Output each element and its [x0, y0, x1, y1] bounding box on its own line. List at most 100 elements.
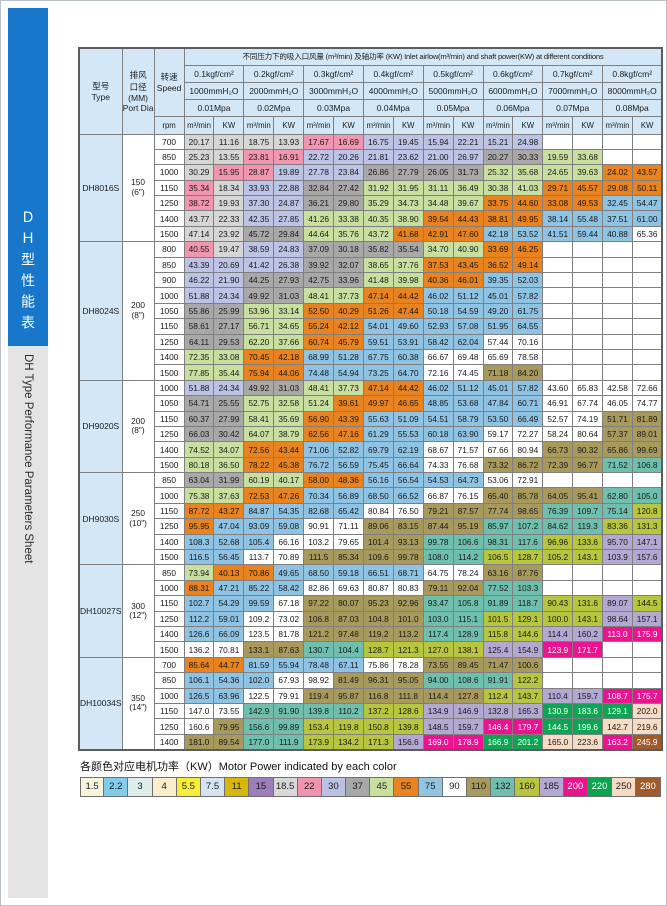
- data-cell: 40.35: [362, 210, 394, 227]
- data-cell: 64.07: [243, 425, 275, 443]
- data-cell: 65.83: [572, 379, 604, 397]
- data-cell: 58.42: [422, 333, 454, 350]
- data-cell: [631, 302, 663, 320]
- data-cell: 136.2: [183, 641, 215, 658]
- data-cell: 20.27: [482, 148, 514, 166]
- data-cell: 65.86: [602, 441, 633, 458]
- mpa-header: 0.01Mpa: [183, 98, 245, 117]
- data-cell: 122.2: [512, 672, 544, 689]
- data-cell: 53.91: [392, 333, 424, 350]
- data-cell: [542, 579, 574, 597]
- data-cell: 45.01: [482, 379, 514, 397]
- table-row: 1250 38.72 19.93 37.30 24.87 36.21 29.80 35.29 3…: [79, 195, 663, 212]
- data-cell: 87.57: [452, 502, 484, 520]
- data-cell: 132.8: [482, 702, 514, 720]
- data-cell: [572, 256, 604, 274]
- data-cell: 81.78: [273, 625, 305, 643]
- data-cell: 95.87: [333, 687, 364, 704]
- data-cell: 36.52: [482, 256, 514, 274]
- unit-kw-header: KW: [572, 115, 604, 135]
- data-cell: 122.5: [243, 687, 275, 704]
- data-cell: 160.2: [572, 625, 604, 643]
- data-cell: 65.40: [482, 487, 514, 504]
- data-cell: [542, 302, 574, 320]
- data-cell: [572, 241, 604, 258]
- data-cell: 24.34: [213, 379, 245, 397]
- data-cell: 106.5: [482, 549, 514, 566]
- data-cell: 85.97: [482, 518, 514, 535]
- data-cell: 54.94: [333, 364, 364, 381]
- data-cell: 98.31: [482, 533, 514, 551]
- data-cell: 53.06: [482, 472, 514, 489]
- data-cell: 103.9: [602, 549, 633, 566]
- data-cell: 102.7: [183, 595, 215, 612]
- data-cell: 87.72: [183, 502, 215, 520]
- data-cell: 42.58: [602, 379, 633, 397]
- data-cell: 75.14: [602, 502, 633, 520]
- data-cell: 83.15: [392, 518, 424, 535]
- data-cell: 49.92: [243, 287, 275, 304]
- data-cell: 56.90: [303, 410, 335, 427]
- data-cell: 41.48: [362, 272, 394, 289]
- data-cell: 16.91: [273, 148, 305, 166]
- data-cell: 41.51: [542, 225, 574, 243]
- data-cell: 42.12: [333, 318, 364, 335]
- data-cell: 54.59: [452, 302, 484, 320]
- mpa-header: 0.06Mpa: [482, 98, 544, 117]
- data-cell: 53.96: [243, 302, 275, 320]
- data-cell: 157.6: [631, 549, 663, 566]
- data-cell: 62.20: [243, 333, 275, 350]
- data-cell: [542, 272, 574, 289]
- mmh2o-header: 4000mmH₂O: [362, 81, 424, 100]
- pressure-header: 0.8kgf/cm²: [602, 64, 663, 83]
- data-cell: 62.04: [452, 333, 484, 350]
- table-row: DH9020S 200 (8") 1000 51.88 24.34 49.92 31.03 48…: [78, 379, 663, 474]
- data-cell: 47.44: [392, 302, 424, 320]
- data-cell: [602, 348, 633, 366]
- legend-swatch: 4: [152, 777, 177, 797]
- data-cell: 26.38: [273, 256, 305, 274]
- data-cell: 55.94: [273, 656, 305, 674]
- data-cell: 54.53: [422, 472, 454, 489]
- rpm-cell: 1150: [153, 410, 185, 427]
- data-cell: 31.03: [273, 287, 305, 304]
- rpm-cell: 1150: [153, 318, 185, 335]
- data-cell: 160.6: [183, 718, 215, 735]
- data-cell: 120.8: [631, 502, 663, 520]
- data-cell: 41.68: [392, 225, 424, 243]
- data-cell: 98.65: [512, 502, 544, 520]
- table-row: DH9030S 250 (10") 850 63.04 31.99 60.19 40.17 58…: [78, 472, 663, 566]
- data-cell: 138.1: [452, 641, 484, 658]
- data-cell: 143.7: [512, 687, 544, 704]
- data-cell: 31.95: [392, 179, 424, 197]
- rpm-cell: 1500: [153, 641, 185, 658]
- data-cell: 93.47: [422, 595, 454, 612]
- pressure-header: 0.7kgf/cm²: [542, 64, 604, 83]
- data-cell: 61.00: [631, 210, 663, 227]
- data-cell: 74.45: [452, 364, 484, 381]
- data-cell: 37.53: [422, 256, 454, 274]
- data-cell: 128.6: [392, 702, 424, 720]
- data-cell: 81.59: [243, 656, 275, 674]
- data-cell: 80.84: [362, 502, 394, 520]
- data-cell: 159.7: [452, 718, 484, 735]
- data-cell: 89.07: [602, 595, 633, 612]
- data-cell: [602, 241, 633, 258]
- data-cell: 36.49: [452, 179, 484, 197]
- data-cell: 56.59: [333, 456, 364, 474]
- data-cell: [572, 287, 604, 304]
- table-row: 900 46.22 21.90 44.25 27.93 42.75 33.96 41.48 39…: [79, 272, 663, 289]
- data-cell: 25.99: [213, 302, 245, 320]
- pressure-header: 0.3kgf/cm²: [303, 64, 364, 83]
- data-cell: 76.39: [542, 502, 574, 520]
- data-cell: 56.89: [333, 487, 364, 504]
- data-cell: 116.5: [183, 549, 215, 566]
- data-cell: 40.13: [213, 564, 245, 581]
- data-cell: 75.45: [362, 456, 394, 474]
- data-cell: 89.45: [452, 656, 484, 674]
- data-cell: 34.65: [273, 318, 305, 335]
- data-cell: 31.92: [362, 179, 394, 197]
- data-cell: 73.94: [183, 564, 215, 581]
- data-cell: 82.86: [303, 579, 335, 597]
- mmh2o-header: 8000mmH₂O: [602, 81, 663, 100]
